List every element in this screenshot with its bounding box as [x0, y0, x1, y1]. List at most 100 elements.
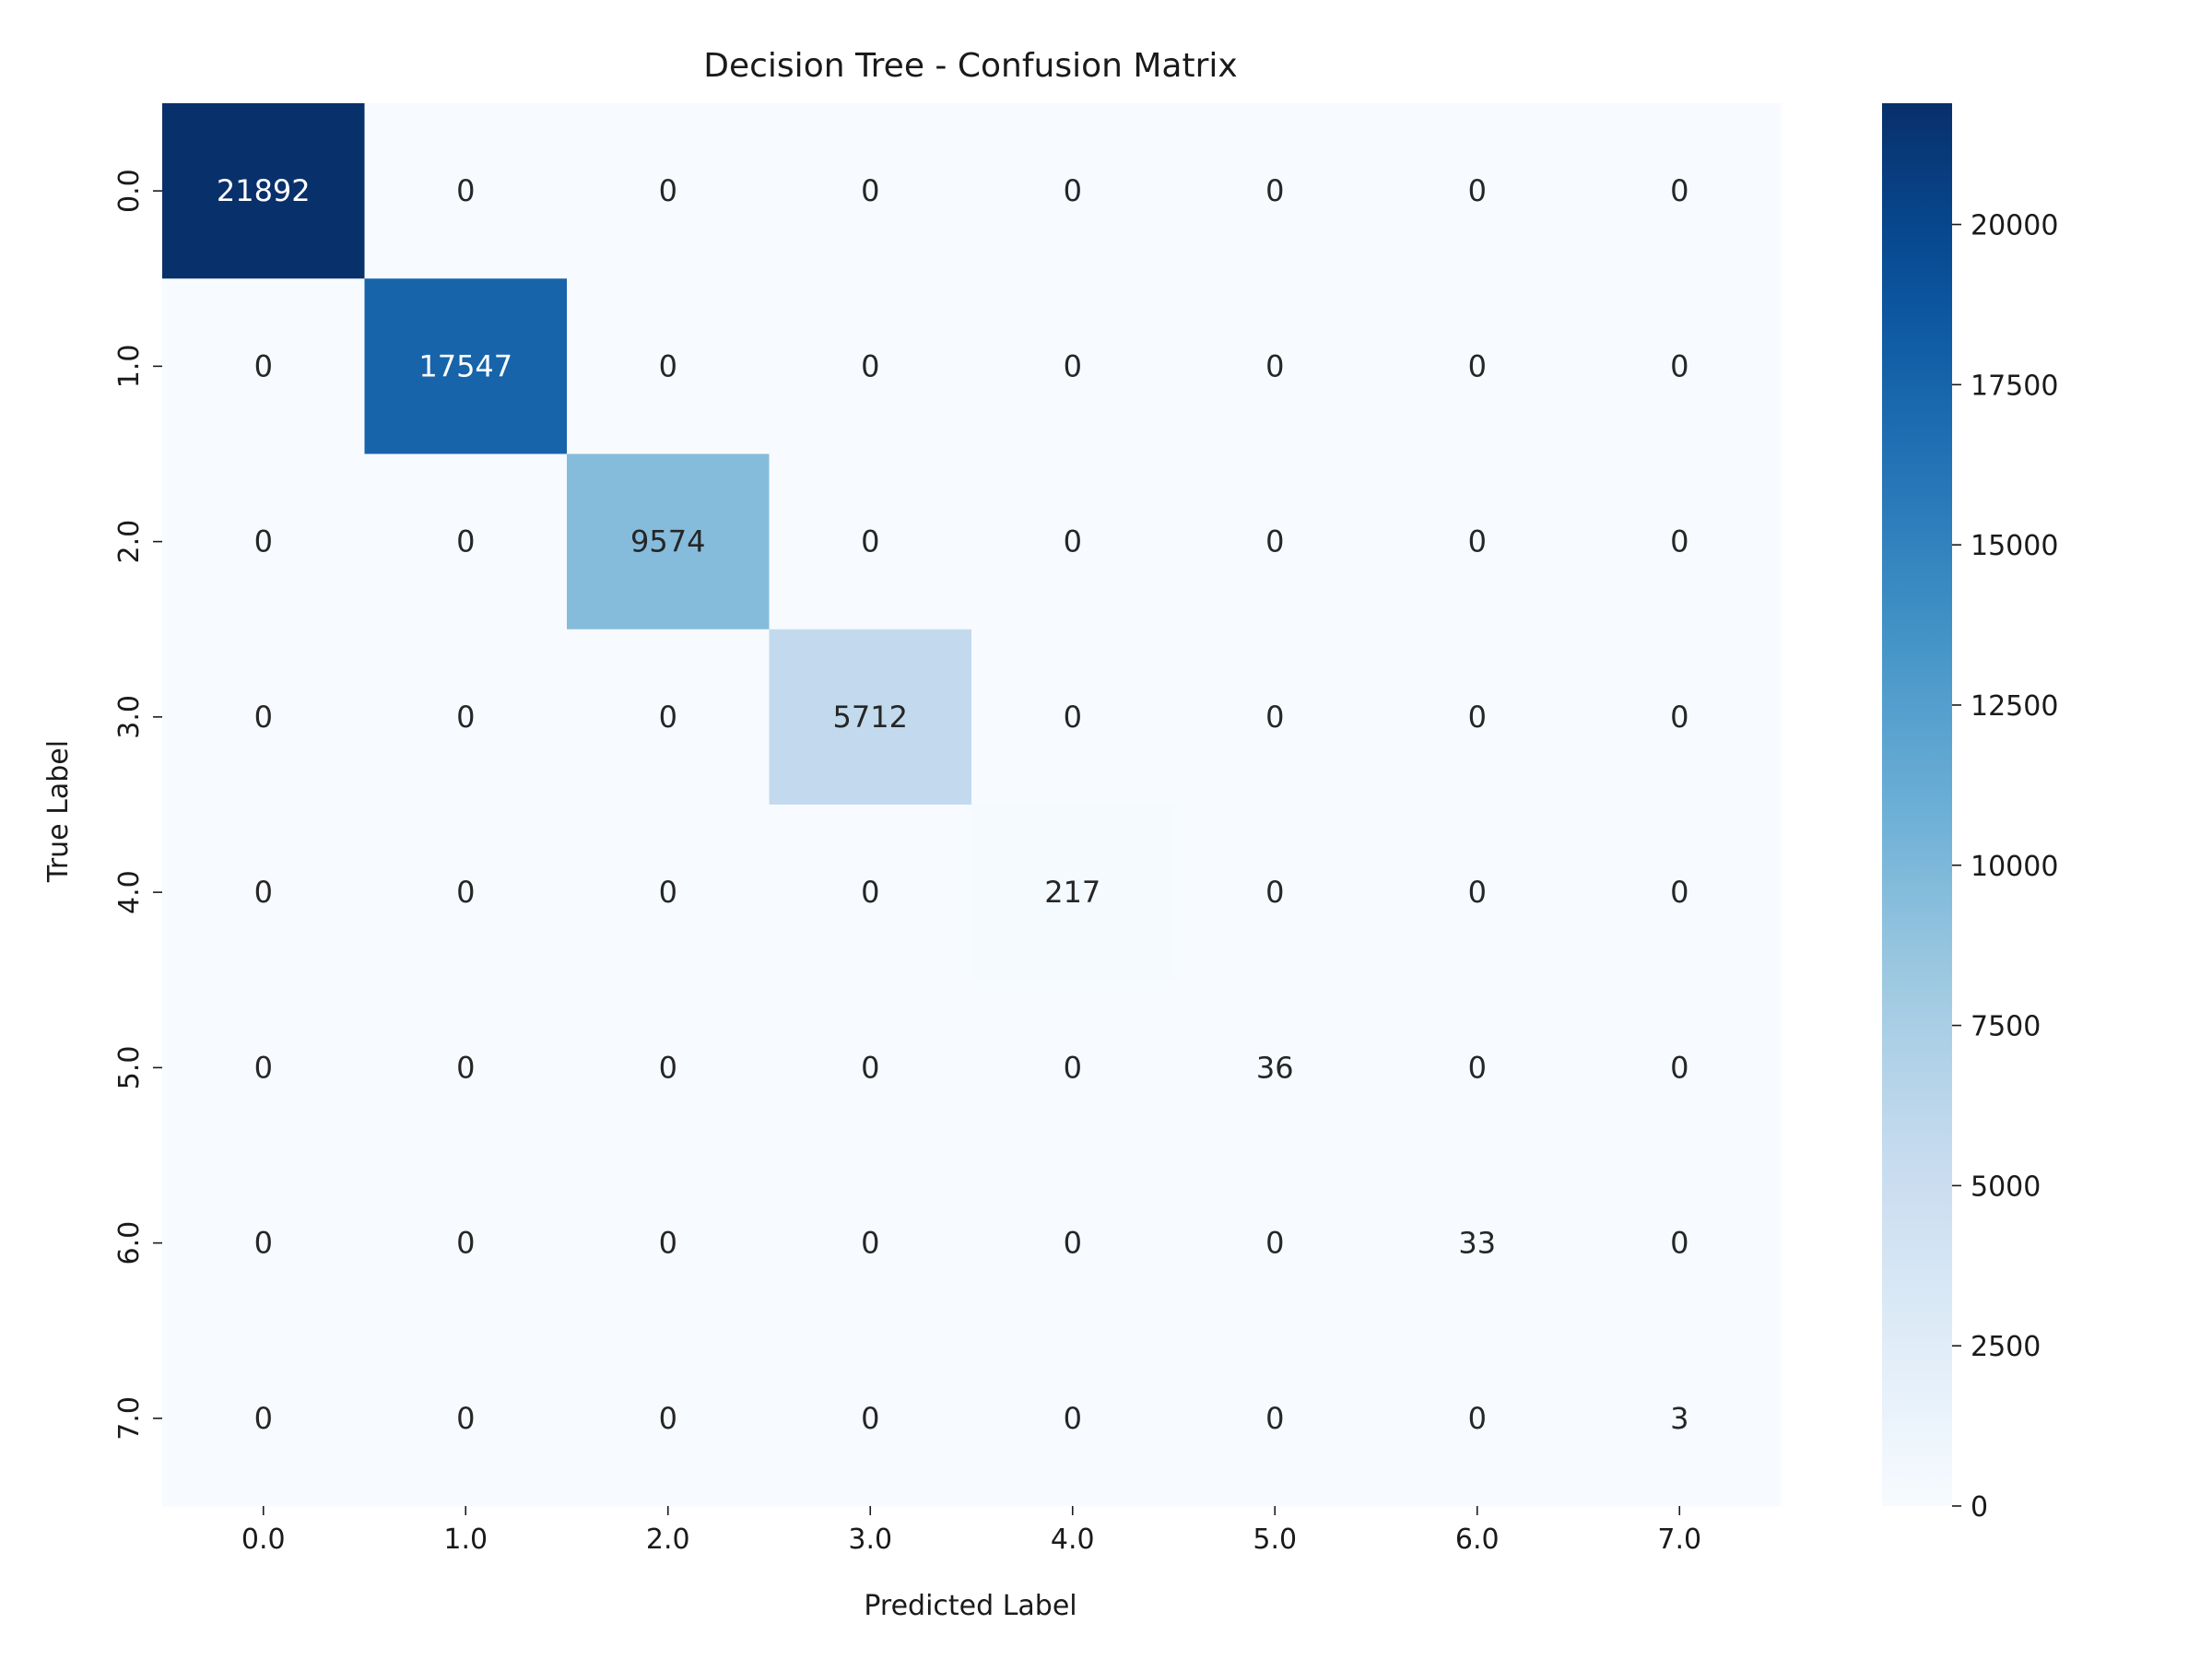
cell-value-0-2: 0 [659, 173, 677, 208]
heatmap-cell-2-4 [971, 453, 1174, 630]
heatmap-cell-5-5 [1173, 980, 1377, 1156]
cell-value-6-5: 0 [1265, 1226, 1284, 1261]
heatmap-cell-3-5 [1173, 629, 1377, 806]
cell-value-4-6: 0 [1468, 875, 1487, 910]
heatmap-cell-2-6 [1376, 453, 1579, 630]
cell-value-5-7: 0 [1670, 1050, 1688, 1085]
heatmap-cell-4-1 [364, 805, 568, 981]
cell-value-7-7: 3 [1670, 1401, 1688, 1436]
heatmap-cell-4-7 [1578, 805, 1782, 981]
cell-value-0-0: 21892 [217, 173, 311, 208]
colorbar-gradient [1882, 103, 1952, 1506]
cell-value-6-2: 0 [659, 1226, 677, 1261]
y-axis: 0.0 1.0 2.0 3.0 4.0 5.0 6.0 7.0 [113, 169, 162, 1441]
heatmap-cell-1-1 [364, 278, 568, 454]
x-axis: 0.0 1.0 2.0 3.0 4.0 5.0 6.0 7.0 [241, 1506, 1701, 1556]
cell-value-5-6: 0 [1468, 1050, 1487, 1085]
y-tick-label-1: 1.0 [113, 345, 146, 389]
heatmap-cell-7-2 [567, 1330, 770, 1507]
y-tick-label-3: 3.0 [113, 695, 146, 739]
heatmap-cell-3-6 [1376, 629, 1579, 806]
colorbar-tick-label-1: 2500 [1971, 1331, 2041, 1363]
heatmap-cell-7-4 [971, 1330, 1174, 1507]
cell-value-4-0: 0 [254, 875, 273, 910]
cell-value-3-4: 0 [1064, 700, 1082, 735]
heatmap-cell-1-0 [162, 278, 365, 454]
cell-value-2-4: 0 [1064, 524, 1082, 559]
heatmap-cell-7-1 [364, 1330, 568, 1507]
heatmap-cell-6-6 [1376, 1155, 1579, 1332]
heatmap-cell-1-7 [1578, 278, 1782, 454]
cell-value-2-1: 0 [456, 524, 475, 559]
cell-value-5-5: 36 [1256, 1050, 1294, 1085]
cell-value-4-2: 0 [659, 875, 677, 910]
heatmap-cell-4-4 [971, 805, 1174, 981]
heatmap-cell-2-7 [1578, 453, 1782, 630]
heatmap-cell-5-4 [971, 980, 1174, 1156]
heatmap-cell-2-0 [162, 453, 365, 630]
cell-value-3-1: 0 [456, 700, 475, 735]
heatmap-cell-0-3 [769, 103, 972, 279]
x-tick-label-3: 3.0 [848, 1524, 892, 1556]
y-tick-label-2: 2.0 [113, 520, 146, 564]
cell-value-6-4: 0 [1064, 1226, 1082, 1261]
cell-value-6-7: 0 [1670, 1226, 1688, 1261]
heatmap-cell-5-6 [1376, 980, 1579, 1156]
cell-value-6-3: 0 [861, 1226, 879, 1261]
cell-value-1-3: 0 [861, 348, 879, 383]
heatmap-cell-5-2 [567, 980, 770, 1156]
cell-value-3-6: 0 [1468, 700, 1487, 735]
cell-value-1-2: 0 [659, 348, 677, 383]
cell-value-1-5: 0 [1265, 348, 1284, 383]
x-tick-label-4: 4.0 [1051, 1524, 1095, 1556]
heatmap-cell-3-4 [971, 629, 1174, 806]
heatmap-cells [162, 103, 1782, 1507]
heatmap-cell-0-7 [1578, 103, 1782, 279]
heatmap-cell-7-5 [1173, 1330, 1377, 1507]
heatmap-cell-5-1 [364, 980, 568, 1156]
heatmap-cell-4-3 [769, 805, 972, 981]
cell-value-7-2: 0 [659, 1401, 677, 1436]
cell-value-0-4: 0 [1064, 173, 1082, 208]
cell-value-3-2: 0 [659, 700, 677, 735]
colorbar-tick-label-2: 5000 [1971, 1171, 2041, 1203]
cell-value-2-2: 9574 [630, 524, 705, 559]
cell-value-2-0: 0 [254, 524, 273, 559]
heatmap-cell-3-1 [364, 629, 568, 806]
colorbar-tick-label-6: 15000 [1971, 530, 2058, 562]
heatmap-cell-2-3 [769, 453, 972, 630]
cell-value-7-0: 0 [254, 1401, 273, 1436]
heatmap-cell-7-7 [1578, 1330, 1782, 1507]
heatmap-cell-4-0 [162, 805, 365, 981]
cell-value-5-0: 0 [254, 1050, 273, 1085]
heatmap-cell-1-3 [769, 278, 972, 454]
heatmap-cell-1-2 [567, 278, 770, 454]
heatmap-cell-4-5 [1173, 805, 1377, 981]
heatmap-cell-0-1 [364, 103, 568, 279]
heatmap-cell-2-1 [364, 453, 568, 630]
cell-value-4-3: 0 [861, 875, 879, 910]
heatmap-cell-7-6 [1376, 1330, 1579, 1507]
colorbar-tick-label-0: 0 [1971, 1491, 1988, 1524]
heatmap-cell-1-4 [971, 278, 1174, 454]
cell-value-7-6: 0 [1468, 1401, 1487, 1436]
heatmap-cell-6-4 [971, 1155, 1174, 1332]
cell-value-7-4: 0 [1064, 1401, 1082, 1436]
cell-value-6-6: 33 [1458, 1226, 1496, 1261]
cell-value-2-7: 0 [1670, 524, 1688, 559]
heatmap-cell-1-5 [1173, 278, 1377, 454]
cell-value-3-3: 5712 [833, 700, 908, 735]
heatmap-cell-3-2 [567, 629, 770, 806]
chart-title: Decision Tree - Confusion Matrix [703, 47, 1237, 85]
cell-value-7-5: 0 [1265, 1401, 1284, 1436]
colorbar-tick-label-8: 20000 [1971, 210, 2058, 242]
cell-value-6-0: 0 [254, 1226, 273, 1261]
cell-annotations: 21892 0 0 0 0 0 0 0 0 17547 0 0 0 0 0 0 0 0 9574 0 0 0 0 0 0 0 0 57… [217, 173, 1689, 1436]
cell-value-1-4: 0 [1064, 348, 1082, 383]
cell-value-5-3: 0 [861, 1050, 879, 1085]
x-tick-label-2: 2.0 [646, 1524, 690, 1556]
heatmap-cell-6-2 [567, 1155, 770, 1332]
heatmap-cell-7-0 [162, 1330, 365, 1507]
